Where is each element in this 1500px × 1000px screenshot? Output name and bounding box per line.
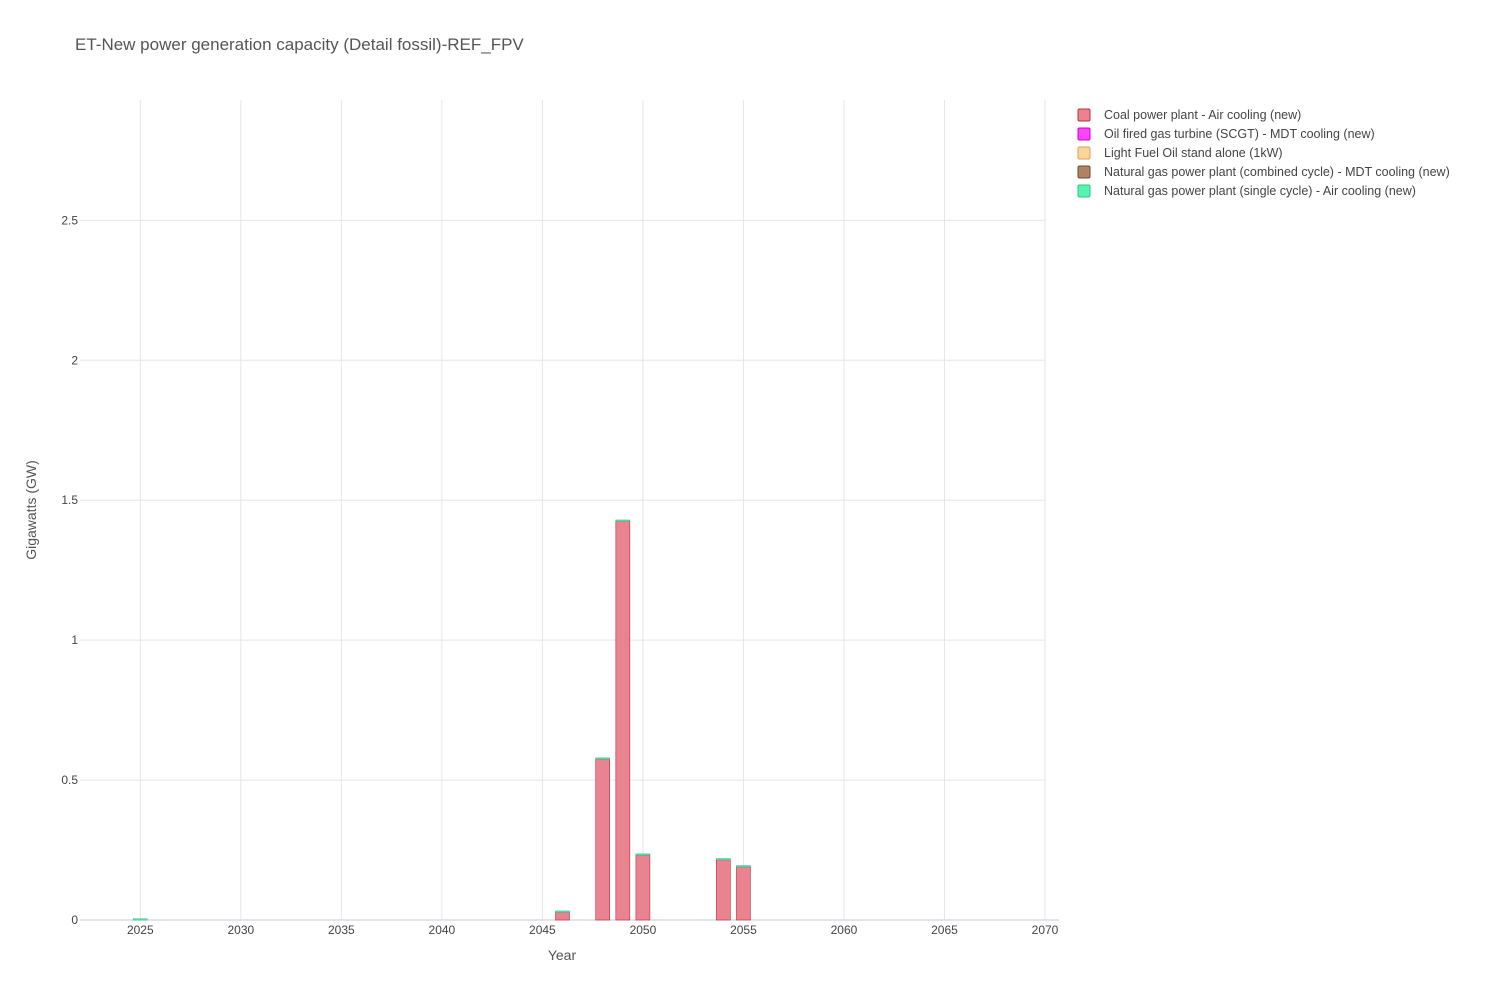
legend-swatch [1077, 108, 1091, 122]
legend-item-label: Light Fuel Oil stand alone (1kW) [1104, 146, 1283, 160]
y-tick-label: 0 [71, 913, 78, 927]
x-tick-label: 2070 [1032, 923, 1059, 937]
legend-swatch [1077, 146, 1091, 160]
bar-2049 [615, 519, 631, 522]
bar-2048 [595, 757, 611, 760]
y-tick-label: 1 [71, 633, 78, 647]
bar-2049 [615, 520, 631, 921]
bar-2025 [133, 918, 148, 921]
legend-swatch [1077, 184, 1091, 198]
bar-2050 [635, 854, 651, 921]
legend-item-label: Coal power plant - Air cooling (new) [1104, 108, 1301, 122]
y-tick-label: 1.5 [61, 493, 78, 507]
y-tick-label: 2.5 [61, 213, 78, 227]
legend-item-label: Oil fired gas turbine (SCGT) - MDT cooli… [1104, 127, 1375, 141]
legend-item-label: Natural gas power plant (single cycle) -… [1104, 184, 1416, 198]
x-axis-ticks: 2025 2030 2035 2040 2045 2050 2055 2060 2065 2070 [127, 923, 1059, 937]
x-tick-label: 2065 [931, 923, 958, 937]
chart-title: ET-New power generation capacity (Detail… [75, 35, 524, 54]
x-tick-label: 2030 [227, 923, 254, 937]
legend-swatch [1077, 165, 1091, 179]
bar-2050 [635, 853, 651, 856]
x-tick-label: 2035 [328, 923, 355, 937]
legend-swatch [1077, 127, 1091, 141]
y-tick-label: 2 [71, 353, 78, 367]
y-tick-label: 0.5 [61, 773, 78, 787]
bar-2054 [716, 858, 731, 861]
legend: Coal power plant - Air cooling (new) Oil … [1077, 108, 1450, 198]
bar-2046 [555, 911, 570, 921]
x-tick-label: 2045 [529, 923, 556, 937]
x-tick-label: 2040 [429, 923, 456, 937]
x-tick-label: 2055 [730, 923, 757, 937]
bar-2055 [736, 866, 751, 921]
x-tick-label: 2060 [831, 923, 858, 937]
x-tick-label: 2050 [630, 923, 657, 937]
x-tick-label: 2025 [127, 923, 154, 937]
y-axis-title: Gigawatts (GW) [23, 460, 39, 560]
bar-2055 [736, 865, 751, 868]
x-axis-title: Year [548, 947, 577, 963]
bar-2046 [555, 910, 570, 913]
bar-2054 [716, 859, 731, 921]
bars [133, 519, 751, 921]
legend-item-label: Natural gas power plant (combined cycle)… [1104, 165, 1450, 179]
bar-2048 [595, 758, 611, 921]
grid-lines [80, 100, 1059, 921]
y-axis-ticks: 0 0.5 1 1.5 2 2.5 [61, 213, 78, 927]
